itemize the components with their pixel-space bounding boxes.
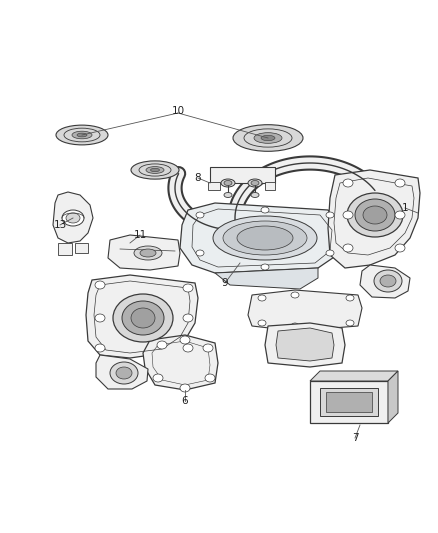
Ellipse shape (346, 295, 354, 301)
Ellipse shape (72, 131, 92, 139)
Ellipse shape (203, 344, 213, 352)
Ellipse shape (183, 314, 193, 322)
Ellipse shape (343, 211, 353, 219)
Ellipse shape (291, 323, 299, 329)
Ellipse shape (153, 374, 163, 382)
Ellipse shape (157, 341, 167, 349)
Ellipse shape (151, 168, 159, 172)
Ellipse shape (237, 226, 293, 250)
Ellipse shape (223, 221, 307, 255)
Ellipse shape (64, 128, 100, 142)
Polygon shape (328, 170, 420, 268)
Text: 6: 6 (182, 396, 188, 406)
Ellipse shape (221, 179, 235, 187)
Ellipse shape (205, 374, 215, 382)
Ellipse shape (131, 308, 155, 328)
Ellipse shape (363, 206, 387, 224)
Ellipse shape (258, 320, 266, 326)
Ellipse shape (380, 275, 396, 287)
Ellipse shape (56, 125, 108, 145)
Polygon shape (276, 328, 334, 361)
Ellipse shape (183, 344, 193, 352)
Polygon shape (108, 235, 180, 270)
Ellipse shape (251, 192, 259, 198)
Text: 10: 10 (171, 106, 184, 116)
Ellipse shape (134, 246, 162, 260)
Ellipse shape (254, 133, 282, 143)
Text: 7: 7 (352, 433, 358, 443)
Ellipse shape (66, 213, 80, 223)
Polygon shape (265, 323, 345, 367)
Ellipse shape (77, 133, 87, 137)
Ellipse shape (95, 344, 105, 352)
Ellipse shape (180, 336, 190, 344)
Polygon shape (96, 355, 148, 389)
Ellipse shape (248, 179, 262, 187)
Polygon shape (215, 268, 318, 289)
Ellipse shape (261, 135, 275, 141)
Ellipse shape (95, 281, 105, 289)
Polygon shape (58, 243, 72, 255)
Ellipse shape (224, 192, 232, 198)
Ellipse shape (196, 212, 204, 218)
Ellipse shape (261, 207, 269, 213)
Ellipse shape (146, 167, 164, 173)
Ellipse shape (213, 216, 317, 260)
Polygon shape (248, 290, 362, 331)
Ellipse shape (251, 181, 259, 185)
Polygon shape (86, 275, 198, 358)
Ellipse shape (244, 129, 292, 147)
Ellipse shape (233, 125, 303, 151)
Ellipse shape (95, 314, 105, 322)
Polygon shape (180, 203, 342, 273)
Text: 13: 13 (53, 220, 67, 230)
Ellipse shape (180, 384, 190, 392)
Bar (265, 182, 275, 190)
Bar (320, 388, 378, 416)
Ellipse shape (343, 179, 353, 187)
Ellipse shape (116, 367, 132, 379)
Ellipse shape (355, 199, 395, 231)
Ellipse shape (224, 181, 232, 185)
Text: 8: 8 (194, 173, 201, 183)
Bar (208, 182, 220, 190)
Ellipse shape (122, 301, 164, 335)
Ellipse shape (395, 244, 405, 252)
Ellipse shape (326, 250, 334, 256)
Bar (210, 167, 275, 183)
Ellipse shape (113, 294, 173, 342)
Ellipse shape (374, 270, 402, 292)
Polygon shape (388, 371, 398, 423)
Ellipse shape (140, 249, 156, 257)
Polygon shape (310, 371, 398, 381)
Ellipse shape (346, 320, 354, 326)
Ellipse shape (395, 211, 405, 219)
Ellipse shape (343, 244, 353, 252)
Bar (326, 392, 372, 412)
Text: 1: 1 (402, 203, 408, 213)
Text: 9: 9 (222, 278, 228, 288)
Ellipse shape (131, 161, 179, 179)
Ellipse shape (139, 164, 171, 176)
Ellipse shape (395, 179, 405, 187)
Polygon shape (360, 265, 410, 298)
Text: 11: 11 (134, 230, 147, 240)
Polygon shape (75, 243, 88, 253)
Polygon shape (143, 335, 218, 390)
Ellipse shape (261, 264, 269, 270)
Ellipse shape (62, 210, 84, 226)
Ellipse shape (347, 193, 403, 237)
Ellipse shape (110, 362, 138, 384)
Ellipse shape (196, 250, 204, 256)
Polygon shape (53, 192, 93, 243)
Ellipse shape (291, 292, 299, 298)
Ellipse shape (183, 284, 193, 292)
Bar (310, 381, 388, 423)
Ellipse shape (326, 212, 334, 218)
Ellipse shape (258, 295, 266, 301)
